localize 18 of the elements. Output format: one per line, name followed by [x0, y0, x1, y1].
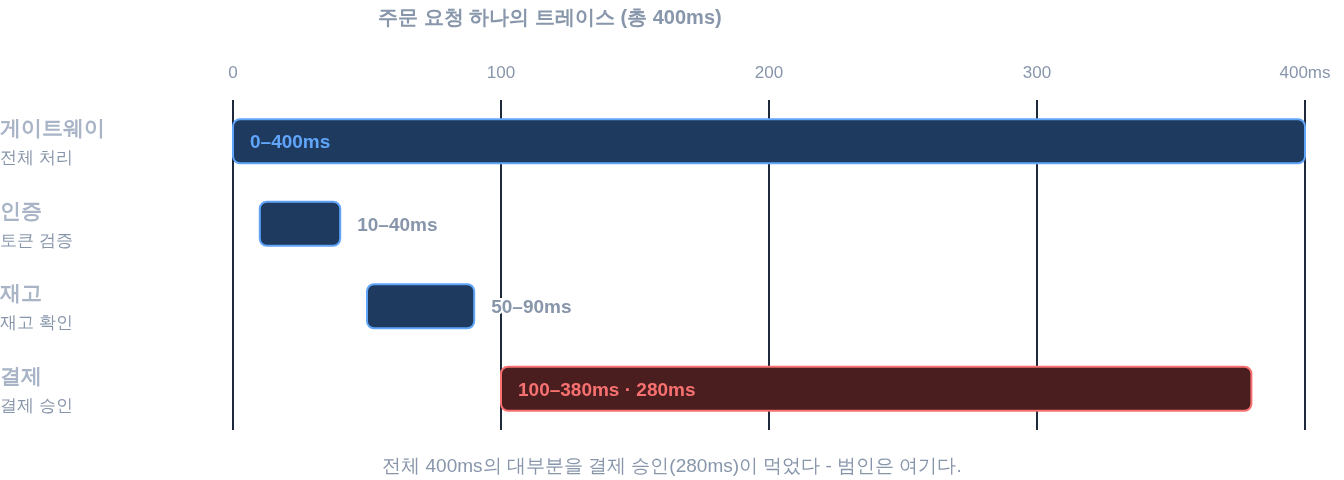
- chart-title: 주문 요청 하나의 트레이스 (총 400ms): [378, 6, 722, 28]
- bar: [232, 118, 1306, 165]
- x-tick-label: 200: [754, 63, 784, 82]
- data-label: 100–380ms · 280ms: [518, 378, 696, 400]
- bar: [366, 283, 476, 330]
- y-tick-label: 결제 결제 승인: [0, 363, 73, 415]
- text: 전체 400ms의 대부분을 결제 승인(280ms)이 먹었다 - 범인은 여기다.: [382, 455, 962, 476]
- y-tick-label: 게이트웨이 전체 처리: [0, 116, 105, 168]
- x-tick-label: 300: [1022, 63, 1052, 82]
- data-label: 10–40ms: [357, 213, 438, 235]
- x-tick-label: 100: [486, 63, 516, 82]
- x-tick-label: 0: [228, 63, 238, 82]
- data-label: 0–400ms: [250, 131, 331, 153]
- y-tick-label: 인증 토큰 검증: [0, 198, 73, 250]
- bar: [258, 200, 342, 247]
- x-tick-label: 400ms: [1279, 63, 1331, 82]
- y-tick-label: 재고 재고 확인: [0, 281, 73, 333]
- bar: [500, 365, 1253, 412]
